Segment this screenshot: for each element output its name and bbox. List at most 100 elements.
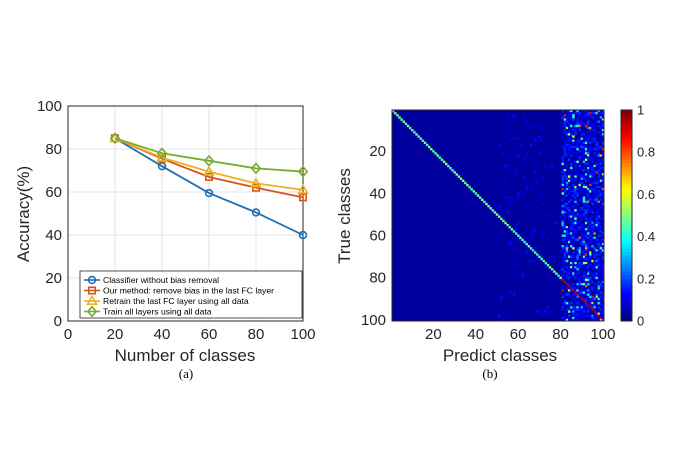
heatmap-cell <box>589 295 592 299</box>
heatmap-cell <box>578 253 581 256</box>
heatmap-cell <box>551 310 554 313</box>
heatmap-cell <box>601 245 605 248</box>
heatmap-cell <box>563 169 567 172</box>
heatmap-cell <box>593 112 596 115</box>
heatmap-cell <box>567 226 571 229</box>
heatmap-cell <box>565 302 569 305</box>
heatmap-cell <box>584 276 588 280</box>
heatmap-cell <box>582 145 586 149</box>
heatmap-cell <box>580 276 584 280</box>
heatmap-cell <box>599 261 603 265</box>
heatmap-cell <box>574 207 577 210</box>
heatmap-cell <box>587 139 590 142</box>
heatmap-cell <box>584 242 588 246</box>
heatmap-cell <box>411 128 414 132</box>
heatmap-cell <box>565 152 569 155</box>
heatmap-cell <box>565 247 569 250</box>
heatmap-cell <box>599 297 603 301</box>
x-ticks: 0 20 40 60 80 100 <box>64 326 316 343</box>
heatmap-cell <box>597 274 601 277</box>
colorbar-segment <box>621 166 632 170</box>
heatmap-cell <box>548 278 552 282</box>
heatmap-cell <box>587 128 590 132</box>
heatmap-cell <box>574 230 577 233</box>
heatmap-cell <box>572 272 575 275</box>
heatmap-cell <box>589 110 592 113</box>
heatmap-cell <box>599 198 603 202</box>
heatmap-cell <box>591 293 594 296</box>
heatmap-cell <box>601 145 605 149</box>
colorbar-segment <box>621 159 632 164</box>
heatmap-cell <box>587 194 590 197</box>
heatmap-x-tick-label: 60 <box>510 326 527 343</box>
heatmap-cell <box>589 302 592 305</box>
heatmap-cell <box>561 287 565 290</box>
heatmap-cell <box>510 198 514 202</box>
heatmap-cell <box>567 215 571 218</box>
heatmap-cell <box>584 156 588 159</box>
heatmap-cell <box>582 314 586 318</box>
heatmap-cell <box>584 297 588 301</box>
heatmap-cell <box>584 137 588 140</box>
heatmap-cell <box>597 131 601 134</box>
heatmap-cell <box>591 236 594 240</box>
heatmap-cell <box>601 308 605 311</box>
heatmap-cell <box>599 310 603 313</box>
heatmap-cell <box>578 164 581 168</box>
heatmap-cell <box>561 316 565 320</box>
heatmap-cell <box>570 190 573 193</box>
heatmap-cell <box>578 295 581 299</box>
heatmap-cell <box>595 188 598 191</box>
colorbar-segment <box>621 301 632 305</box>
heatmap-cell <box>599 118 603 121</box>
heatmap-cell <box>599 124 603 128</box>
heatmap-cell <box>578 245 581 248</box>
colorbar-segment <box>621 251 632 256</box>
heatmap-cell <box>570 289 573 292</box>
heatmap-cell <box>584 183 588 187</box>
heatmap-cell <box>597 112 601 115</box>
heatmap-cell <box>599 306 603 309</box>
heatmap-cell <box>561 179 565 183</box>
heatmap-cell <box>587 122 590 126</box>
heatmap-cell <box>587 259 590 263</box>
colorbar-segment <box>621 208 632 213</box>
heatmap-cell <box>580 137 584 140</box>
heatmap-cell <box>561 312 565 315</box>
heatmap-cell <box>567 143 571 147</box>
heatmap-cell <box>593 240 596 244</box>
heatmap-cell <box>582 213 586 216</box>
heatmap-cell <box>589 133 592 136</box>
heatmap-cell <box>565 310 569 313</box>
heatmap-cell <box>565 297 569 301</box>
heatmap-cell <box>563 175 567 178</box>
heatmap-cell <box>565 228 569 231</box>
heatmap-cell <box>601 272 605 275</box>
y-tick-label: 20 <box>45 270 62 287</box>
heatmap-cell <box>551 287 554 290</box>
heatmap-cell <box>578 283 581 286</box>
heatmap-cell <box>563 198 567 202</box>
heatmap-cell <box>572 259 575 263</box>
heatmap-cell <box>574 287 577 290</box>
heatmap-cell <box>599 285 603 288</box>
heatmap-cell <box>567 283 571 286</box>
heatmap-cell <box>593 181 596 185</box>
heatmap-cell <box>565 249 569 252</box>
heatmap-cell <box>582 110 586 113</box>
heatmap-cell <box>572 175 575 178</box>
heatmap-cell <box>572 308 575 311</box>
heatmap-cell <box>587 118 590 121</box>
heatmap-cell <box>582 232 586 235</box>
heatmap-cell <box>582 185 586 189</box>
heatmap-cell <box>601 247 605 250</box>
heatmap-cell <box>587 200 590 204</box>
heatmap-cell <box>561 264 565 267</box>
heatmap-cell <box>567 304 571 307</box>
heatmap-cell <box>542 213 545 216</box>
heatmap-cell <box>502 152 505 155</box>
heatmap-cell <box>510 272 514 275</box>
colorbar-segment <box>621 311 632 315</box>
heatmap-cell <box>565 173 569 176</box>
heatmap-cell <box>574 164 577 168</box>
